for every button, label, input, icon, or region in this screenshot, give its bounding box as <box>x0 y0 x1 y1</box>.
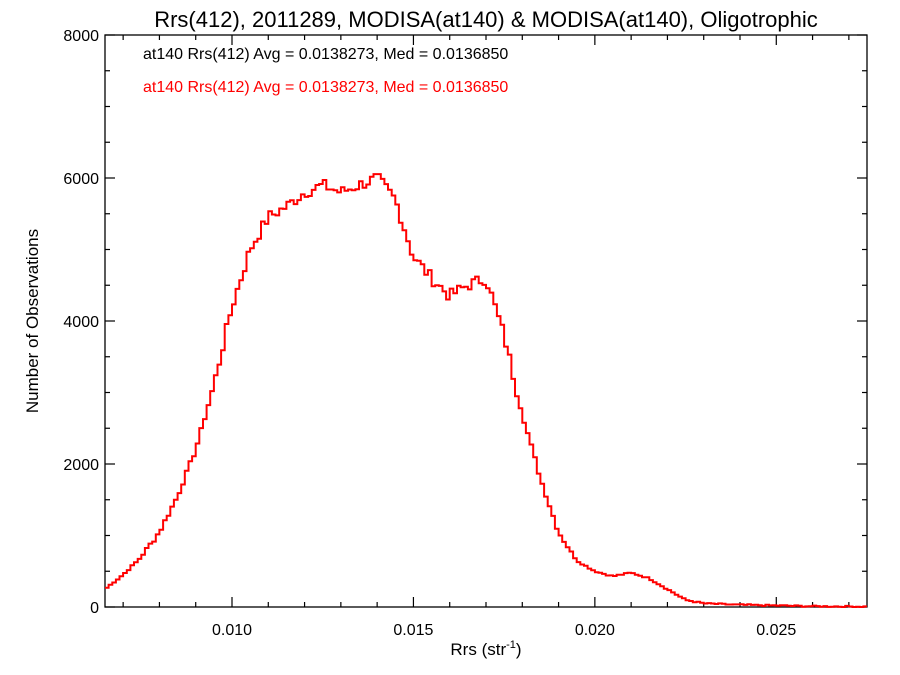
x-tick-label: 0.025 <box>756 622 796 639</box>
x-tick-label: 0.015 <box>393 622 433 639</box>
chart-title: Rrs(412), 2011289, MODISA(at140) & MODIS… <box>154 7 818 32</box>
y-tick-label: 0 <box>90 600 99 617</box>
y-tick-label: 6000 <box>63 171 99 188</box>
plot-frame <box>104 34 868 608</box>
axis-ticks <box>105 34 867 608</box>
y-tick-label: 8000 <box>63 28 99 45</box>
histogram-series-line <box>105 173 867 608</box>
y-tick-label: 4000 <box>63 314 99 331</box>
y-tick-label: 2000 <box>63 457 99 474</box>
y-axis-label: Number of Observations <box>23 229 42 413</box>
x-axis-label: Rrs (str-1) <box>450 639 521 659</box>
legend-entry-red: at140 Rrs(412) Avg = 0.0138273, Med = 0.… <box>143 79 508 96</box>
legend-entry-black: at140 Rrs(412) Avg = 0.0138273, Med = 0.… <box>143 46 508 63</box>
axis-tick-labels: 0.010 0.015 0.020 0.025 0 2000 4000 6000 8000 <box>63 28 796 639</box>
x-tick-label: 0.010 <box>212 622 252 639</box>
x-tick-label: 0.020 <box>575 622 615 639</box>
